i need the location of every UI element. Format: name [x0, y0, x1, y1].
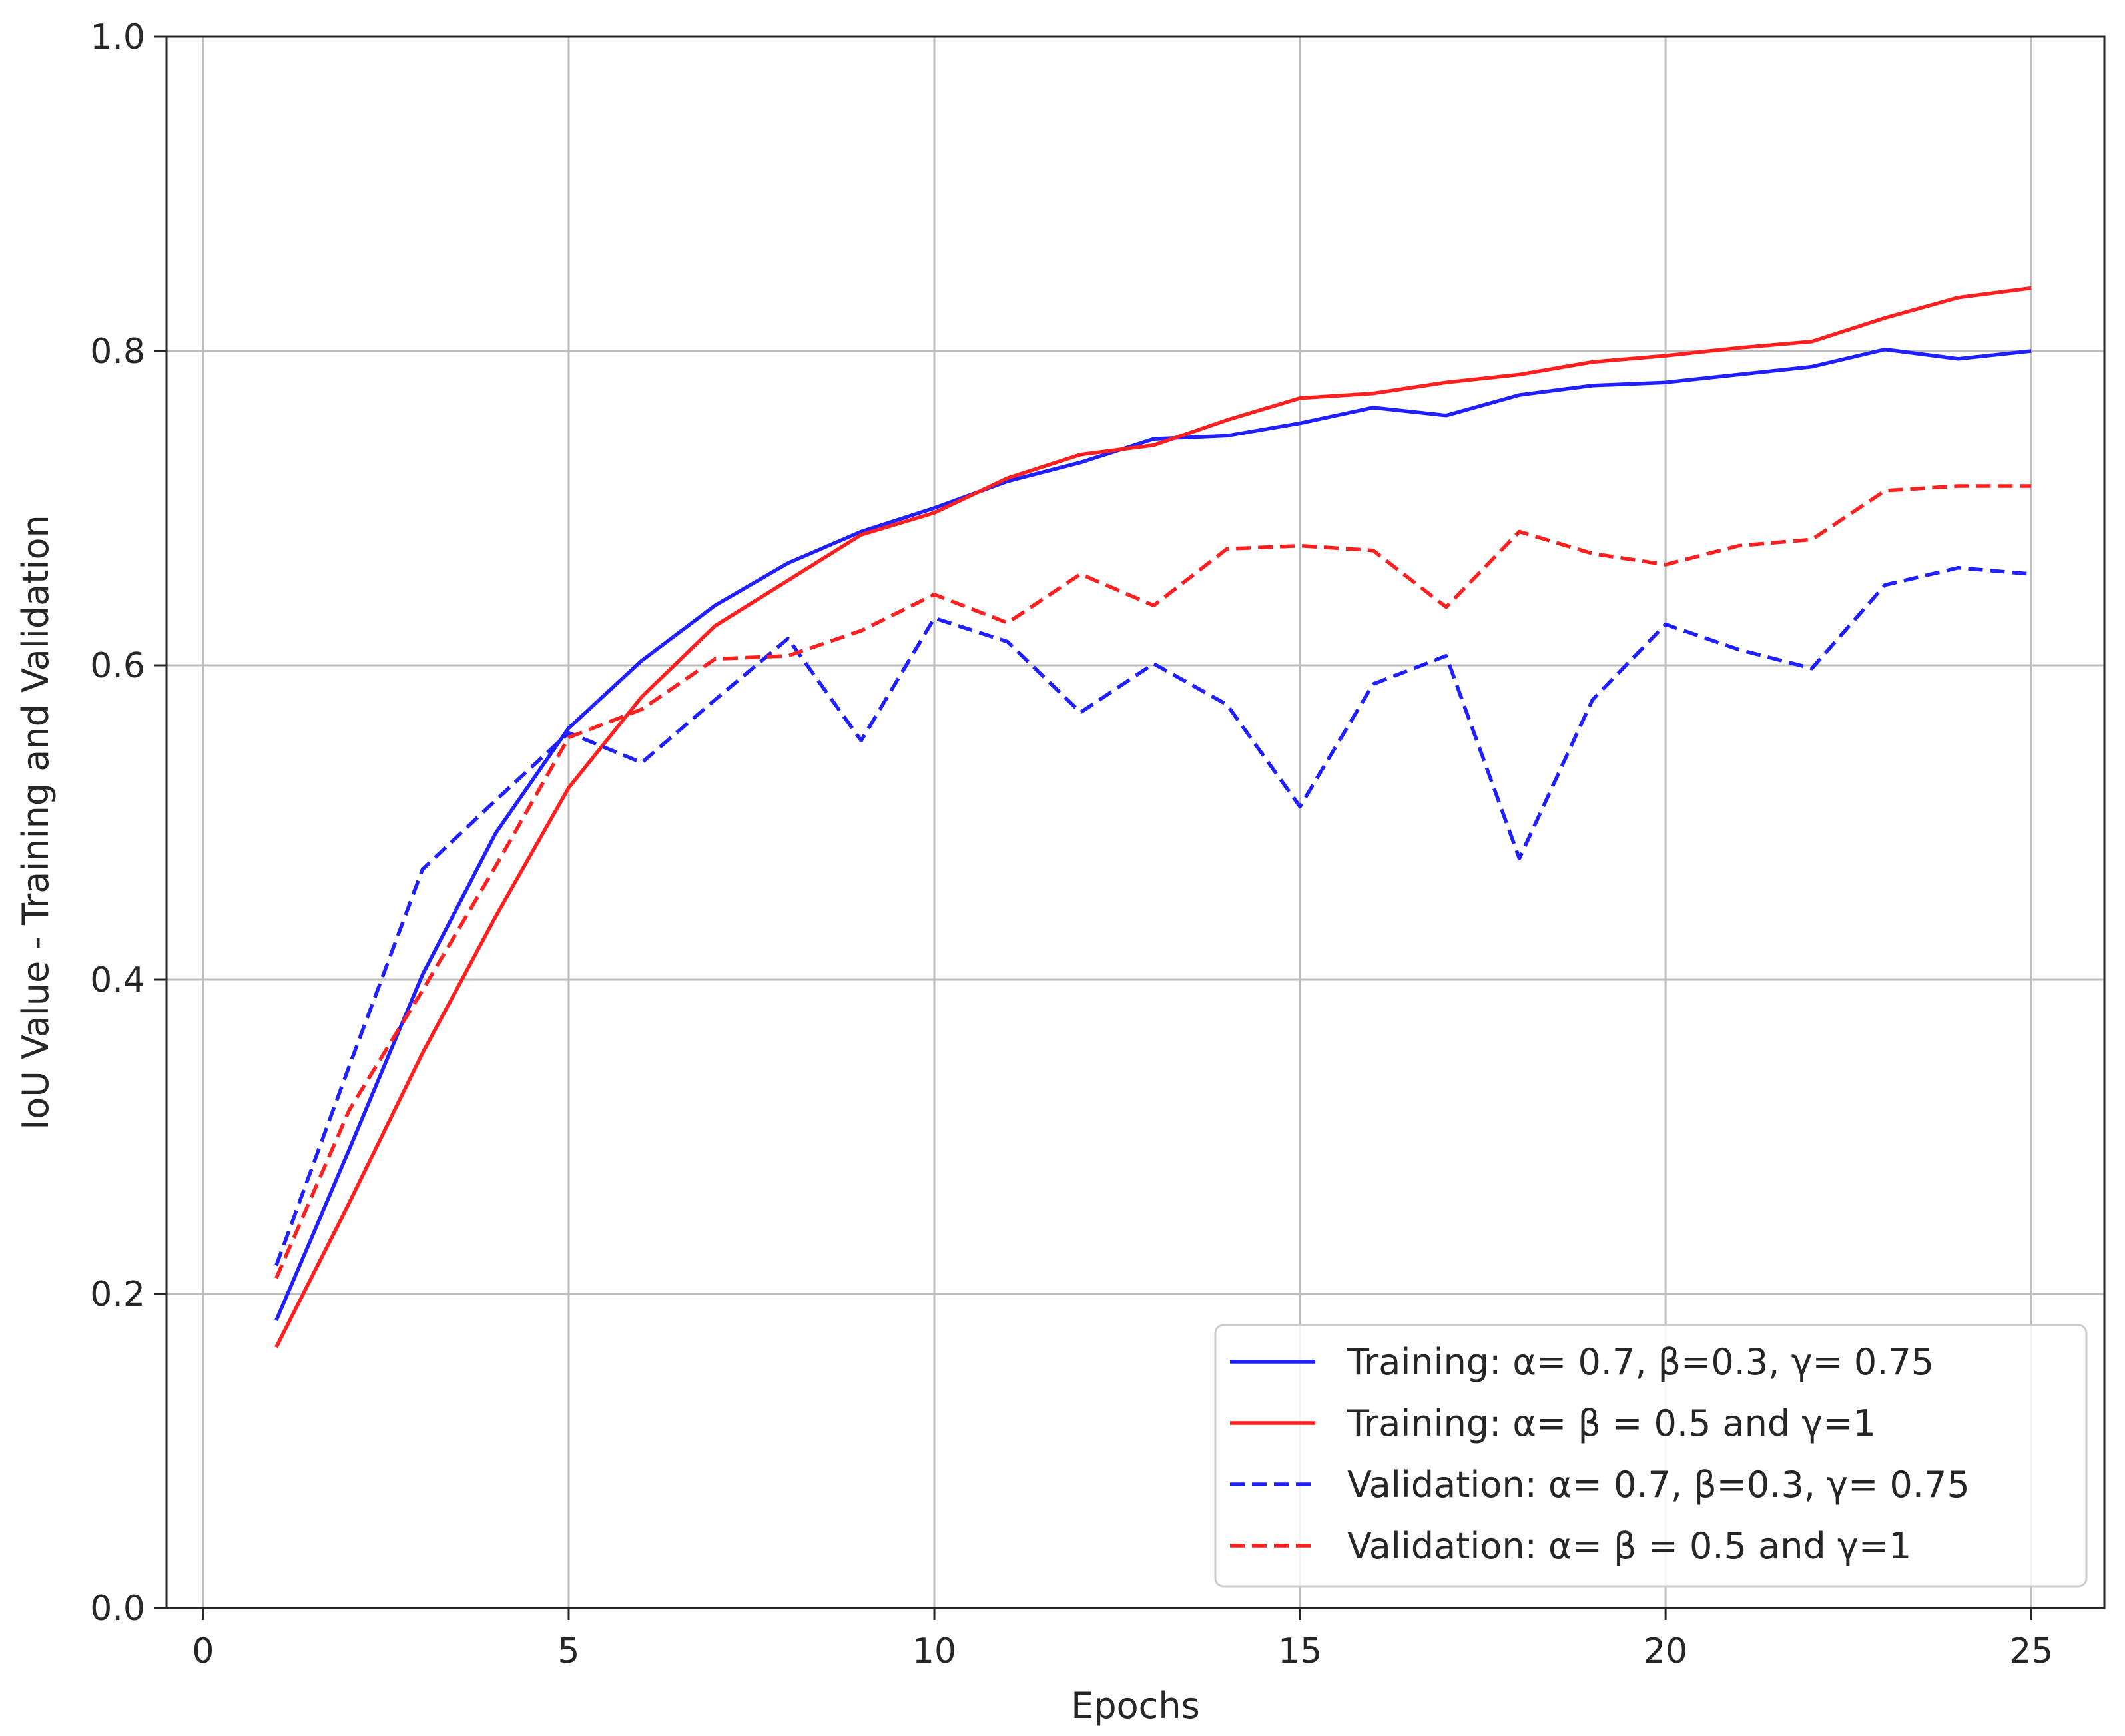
x-tick-label: 25 [2009, 1631, 2053, 1671]
x-tick-label: 0 [192, 1631, 214, 1671]
ticks-layer: 0 5 10 15 20 25 0.0 0.2 0.4 0.6 0.8 1.0 [90, 17, 2053, 1671]
y-tick-label: 0.0 [90, 1589, 145, 1629]
x-tick-label: 20 [1644, 1631, 1687, 1671]
y-tick-label: 1.0 [90, 17, 145, 57]
series-line-1 [274, 347, 2032, 1322]
x-tick-label: 15 [1278, 1631, 1322, 1671]
plot-frame [165, 35, 2106, 1609]
series-line-4 [274, 484, 2032, 1279]
series-line-2 [274, 286, 2032, 1348]
y-axis-title: IoU Value - Training and Validation [15, 515, 57, 1129]
y-tick-label: 0.6 [90, 646, 145, 686]
legend-label-4: Validation: α= β = 0.5 and γ=1 [1347, 1525, 1911, 1567]
y-tick-label: 0.8 [90, 332, 145, 372]
y-tick-label: 0.2 [90, 1275, 145, 1314]
series-line-3 [274, 565, 2032, 1267]
legend-label-3: Validation: α= 0.7, β=0.3, γ= 0.75 [1347, 1464, 1970, 1506]
legend-label-2: Training: α= β = 0.5 and γ=1 [1347, 1402, 1876, 1444]
x-axis-title: Epochs [1071, 1685, 1199, 1727]
x-tick-label: 10 [912, 1631, 956, 1671]
y-tick-label: 0.4 [90, 960, 145, 1000]
legend-box [1214, 1324, 2088, 1588]
series-layer [274, 286, 2032, 1348]
legend-label-1: Training: α= 0.7, β=0.3, γ= 0.75 [1347, 1341, 1934, 1383]
x-tick-label: 5 [557, 1631, 579, 1671]
legend: Training: α= 0.7, β=0.3, γ= 0.75 Training… [1214, 1324, 2088, 1588]
